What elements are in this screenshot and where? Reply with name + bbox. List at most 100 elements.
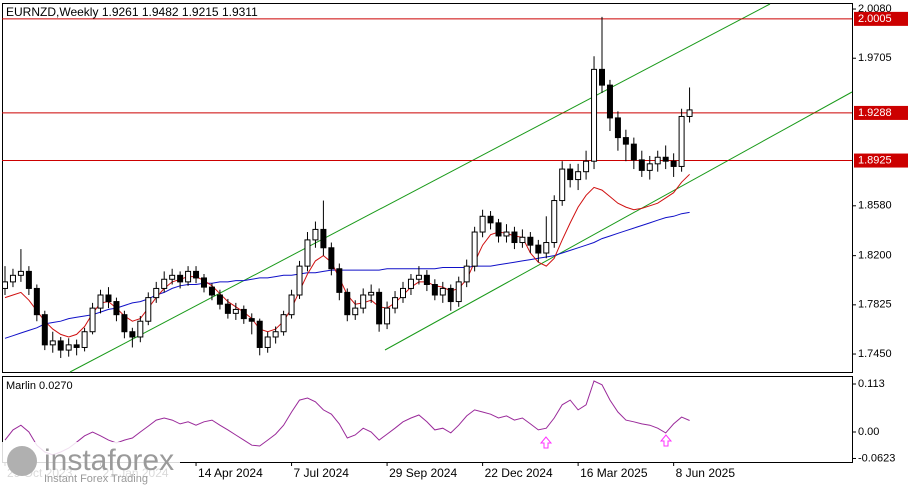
- candle-body: [479, 215, 486, 233]
- indicator-tick-label: 0.113: [858, 378, 885, 390]
- x-tick-label: 8 Jun 2025: [676, 466, 736, 480]
- candle-body: [455, 281, 462, 303]
- level-label-bg: [854, 105, 908, 120]
- candle-body: [256, 320, 263, 348]
- candle-body: [670, 160, 677, 167]
- level-label-bg: [854, 153, 908, 168]
- indicator-value: 0.0270: [39, 380, 73, 392]
- candle-body: [630, 143, 637, 161]
- indicator-tick-label: -0.0623: [858, 452, 895, 464]
- candle-body: [606, 84, 613, 119]
- candle-body: [33, 287, 40, 316]
- candle-body: [503, 231, 510, 237]
- y-tick-label: 1.9705: [858, 52, 892, 64]
- candle-body: [495, 222, 502, 237]
- x-tick-label: 14 Apr 2024: [198, 466, 263, 480]
- candle-body: [519, 236, 526, 244]
- x-tick-label: 29 Sep 2024: [389, 466, 457, 480]
- candle-body: [177, 274, 184, 283]
- candle-body: [535, 244, 542, 254]
- candle-body: [121, 314, 128, 333]
- candle-body: [113, 301, 120, 316]
- indicator-name: Marlin: [6, 380, 36, 392]
- watermark: instaforex Instant Forex Trading: [0, 442, 180, 487]
- candle-body: [407, 278, 414, 289]
- watermark-icon: [7, 446, 37, 476]
- candle-body: [272, 331, 279, 338]
- candle-body: [9, 274, 16, 283]
- candle-body: [463, 265, 470, 283]
- candle-body: [686, 109, 693, 117]
- candle-body: [591, 68, 598, 162]
- candle-body: [511, 231, 518, 244]
- candle-body: [400, 287, 406, 299]
- indicator-label: Marlin 0.0270: [6, 380, 73, 392]
- channel-upper: [69, 3, 771, 373]
- candle-body: [280, 314, 287, 333]
- candle-body: [161, 278, 168, 289]
- candle-body: [288, 294, 295, 316]
- candle-body: [415, 274, 422, 280]
- level-label-bg: [854, 11, 908, 26]
- candle-body: [392, 297, 399, 309]
- candle-body: [89, 307, 96, 333]
- ohlc-value: 1.9261: [102, 5, 139, 19]
- plot-area: [2, 16, 852, 358]
- candle-body: [376, 291, 383, 325]
- candle-body: [559, 168, 566, 202]
- symbol-title: EURNZD,Weekly: [6, 5, 98, 19]
- candle-body: [216, 294, 223, 305]
- candle-body: [185, 270, 192, 283]
- candle-body: [439, 287, 446, 296]
- candle-body: [646, 163, 653, 171]
- candle-body: [328, 247, 335, 270]
- level-label: 2.0005: [858, 13, 892, 25]
- candle-body: [487, 215, 494, 224]
- candle-body: [575, 171, 582, 181]
- watermark-brand: instaforex: [44, 444, 174, 477]
- ohlc-value: 1.9215: [182, 5, 219, 19]
- candle-body: [654, 156, 661, 165]
- candle-body: [368, 291, 375, 296]
- signal-arrow: [659, 434, 673, 447]
- candle-body: [25, 270, 32, 289]
- level-label: 1.9288: [858, 107, 892, 119]
- x-tick-label: 7 Jul 2024: [294, 466, 350, 480]
- ohlc-value: 1.9311: [222, 5, 258, 19]
- candle-body: [662, 156, 669, 162]
- candle-body: [471, 231, 478, 267]
- signal-arrow: [539, 436, 553, 449]
- candle-body: [296, 265, 303, 296]
- candle-body: [312, 228, 319, 241]
- candle-body: [543, 242, 550, 254]
- candle-body: [232, 308, 239, 314]
- indicator-panel: [2, 376, 853, 463]
- candle-body: [614, 117, 621, 139]
- candle-body: [248, 318, 255, 322]
- candle-body: [360, 294, 367, 309]
- candle-body: [638, 159, 645, 171]
- candle-body: [352, 307, 359, 316]
- candle-body: [208, 286, 215, 296]
- chart-header: EURNZD,Weekly 1.9261 1.9482 1.9215 1.931…: [6, 5, 258, 19]
- x-tick-label: 16 Mar 2025: [580, 466, 648, 480]
- candle-body: [423, 274, 430, 286]
- candle-body: [567, 168, 574, 181]
- candle-body: [193, 270, 200, 279]
- candle-body: [320, 228, 327, 249]
- candle-body: [583, 160, 590, 173]
- candle-body: [431, 284, 438, 296]
- candle-body: [49, 340, 56, 346]
- level-label: 1.8925: [858, 154, 892, 166]
- y-tick-label: 1.7825: [858, 299, 892, 311]
- candle-body: [264, 336, 271, 348]
- candle-body: [169, 274, 176, 280]
- candle-body: [97, 294, 104, 309]
- main-panel: [2, 3, 853, 373]
- y-tick-label: 1.8580: [858, 200, 892, 212]
- candle-body: [344, 291, 351, 316]
- candle-body: [145, 297, 152, 322]
- candle-body: [129, 331, 136, 338]
- ohlc-value: 1.9482: [142, 5, 179, 19]
